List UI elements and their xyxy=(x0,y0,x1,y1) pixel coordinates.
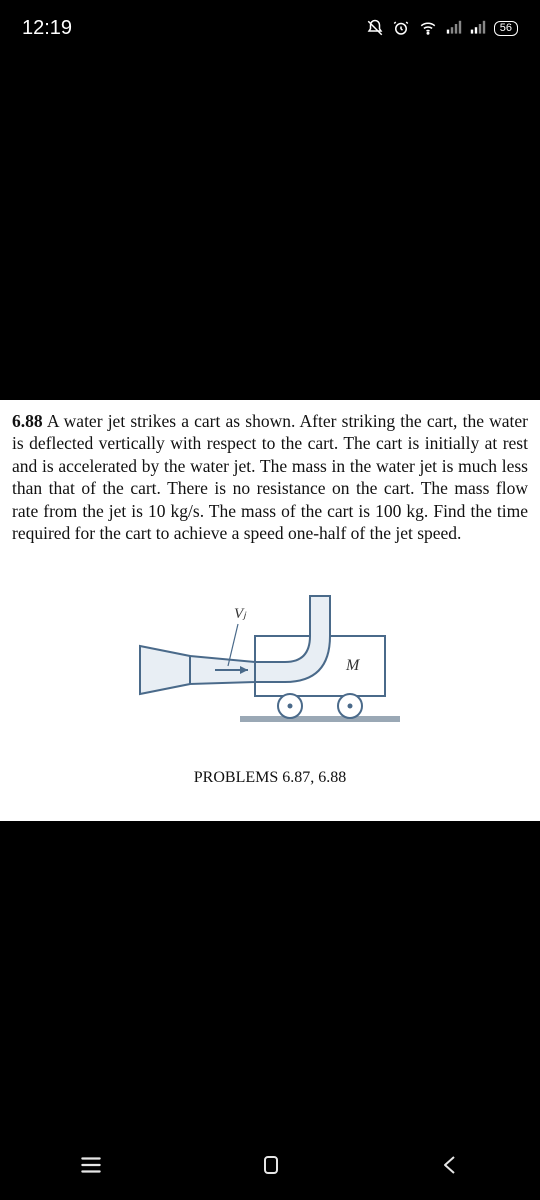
status-bar: 12:19 xyxy=(0,0,540,56)
back-button[interactable] xyxy=(438,1153,462,1177)
clock: 12:19 xyxy=(22,17,72,40)
recent-apps-button[interactable] xyxy=(78,1152,104,1178)
signal-1-icon xyxy=(446,20,462,36)
alarm-icon xyxy=(392,19,410,37)
figure-caption: PROBLEMS 6.87, 6.88 xyxy=(12,769,528,787)
mass-label: M xyxy=(345,657,361,674)
battery-indicator: 56 xyxy=(494,21,518,36)
deflector xyxy=(255,596,330,682)
wheel-right xyxy=(338,694,362,718)
home-button[interactable] xyxy=(259,1153,283,1177)
notification-off-icon xyxy=(366,19,384,37)
status-icons: 56 xyxy=(366,19,518,37)
document-page: 6.88 A water jet strikes a cart as shown… xyxy=(0,400,540,821)
figure-svg: Vⱼ M xyxy=(120,566,420,746)
problem-number: 6.88 xyxy=(12,411,43,431)
ground xyxy=(240,716,400,722)
navigation-bar xyxy=(0,1130,540,1200)
wheel-left xyxy=(278,694,302,718)
problem-body: A water jet strikes a cart as shown. Aft… xyxy=(12,411,528,543)
jet-velocity-label: Vⱼ xyxy=(234,606,247,622)
phone-screen: 12:19 xyxy=(0,0,540,1200)
wifi-icon xyxy=(418,19,438,37)
figure: Vⱼ M PROBLEMS 6.87, 6.88 xyxy=(12,566,528,787)
signal-2-icon xyxy=(470,20,486,36)
problem-text: 6.88 A water jet strikes a cart as shown… xyxy=(12,410,528,544)
